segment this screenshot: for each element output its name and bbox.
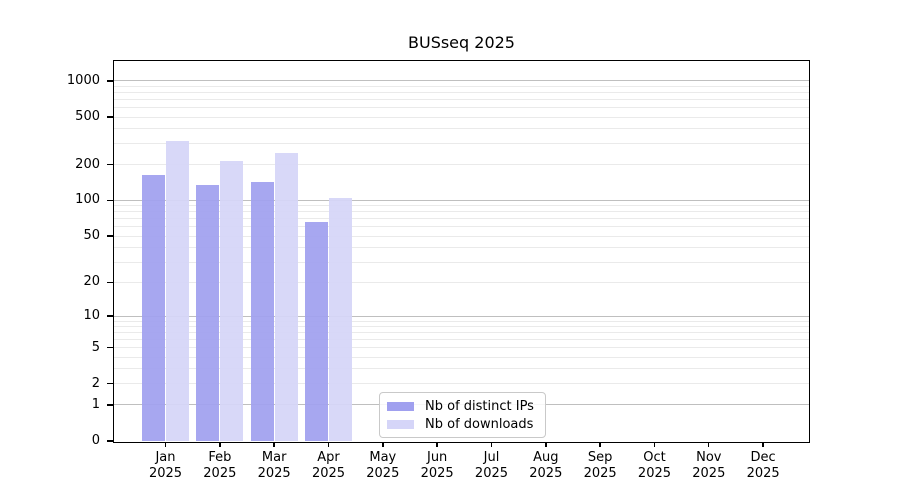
- y-axis-tick-label: 0: [91, 433, 100, 448]
- gridline-minor: [114, 226, 809, 228]
- gridline-minor: [114, 261, 809, 263]
- y-axis-tick: [107, 116, 113, 118]
- bar-downloads-jan: [166, 140, 189, 441]
- x-axis-tick: [436, 441, 438, 447]
- gridline-minor: [114, 320, 809, 322]
- bar-downloads-feb: [220, 160, 244, 441]
- gridline-minor: [114, 128, 809, 130]
- y-axis-tick-label: 5: [91, 339, 100, 355]
- gridline-minor: [114, 325, 809, 327]
- gridline-minor: [114, 116, 809, 118]
- y-axis-tick-label: 20: [83, 274, 100, 290]
- plot-area: 0 1 2 5 10 20 50 100 200 500 1000 Jan 2025 Feb 2025 M…: [67, 60, 810, 481]
- y-axis-tick: [107, 315, 113, 317]
- gridline-minor: [114, 107, 809, 109]
- x-axis-label-apr: Apr 2025: [311, 450, 346, 481]
- gridline-major: [114, 315, 809, 317]
- legend-item-downloads: Nb of downloads: [387, 415, 537, 433]
- x-axis-label-aug: Aug 2025: [529, 450, 563, 481]
- gridline-minor: [114, 92, 809, 94]
- gridline-minor: [114, 99, 809, 100]
- x-axis-label-jul: Jul 2025: [474, 450, 509, 481]
- y-axis-tick: [107, 281, 113, 284]
- gridline-minor: [114, 368, 809, 370]
- x-axis-tick: [382, 441, 384, 447]
- gridline-major: [114, 199, 809, 201]
- y-axis-tick: [107, 383, 113, 385]
- bar-downloads-apr: [328, 197, 352, 441]
- y-axis-tick-label: 200: [75, 156, 100, 172]
- y-axis-tick-label: 10: [83, 308, 100, 324]
- x-axis-label-feb: Feb 2025: [203, 450, 237, 481]
- y-axis-tick-label: 1: [91, 396, 100, 412]
- gridline-minor: [114, 164, 809, 166]
- gridline-major: [114, 80, 809, 82]
- legend-label-distinct-ips: Nb of distinct IPs: [425, 398, 534, 414]
- y-axis-tick: [107, 235, 113, 237]
- y-axis-tick: [107, 346, 113, 349]
- y-axis-tick-label: 50: [83, 228, 100, 244]
- y-axis-tick-label: 1000: [66, 72, 100, 88]
- gridline-minor: [114, 383, 809, 385]
- x-axis-tick: [219, 441, 221, 447]
- x-axis-tick: [164, 441, 167, 447]
- legend-swatch-distinct-ips: [387, 401, 414, 411]
- x-axis-tick: [273, 441, 275, 447]
- bar-downloads-mar: [274, 153, 298, 441]
- bar-distinct-ips-apr: [304, 221, 328, 441]
- gridline-minor: [114, 143, 809, 145]
- x-axis-label-mar: Mar 2025: [257, 450, 291, 481]
- gridline-minor: [114, 356, 809, 358]
- bar-distinct-ips-feb: [196, 184, 220, 441]
- plot-inner: 0 1 2 5 10 20 50 100 200 500 1000 Jan 2025 Feb 2025 M…: [67, 61, 809, 481]
- x-axis-tick: [490, 441, 493, 447]
- y-axis-tick: [107, 404, 113, 406]
- x-axis-tick: [599, 441, 601, 447]
- y-axis-tick: [107, 163, 113, 166]
- bar-distinct-ips-mar: [250, 181, 274, 441]
- x-axis-label-may: May 2025: [366, 450, 400, 481]
- gridline-minor: [114, 332, 809, 334]
- x-axis-tick: [762, 441, 764, 447]
- legend-swatch-downloads: [387, 419, 414, 429]
- gridline-minor: [114, 347, 809, 349]
- x-axis-tick: [327, 441, 330, 447]
- x-axis-label-dec: Dec 2025: [746, 450, 780, 481]
- gridline-minor: [114, 246, 809, 248]
- gridline-minor: [114, 85, 809, 87]
- gridline-minor: [114, 339, 809, 341]
- y-axis-tick: [107, 440, 113, 442]
- legend: Nb of distinct IPs Nb of downloads: [379, 392, 546, 438]
- y-axis-tick: [107, 199, 113, 202]
- legend-item-distinct-ips: Nb of distinct IPs: [387, 397, 537, 415]
- x-axis-tick: [653, 441, 656, 447]
- x-axis-tick: [545, 441, 547, 447]
- x-axis-label-jan: Jan 2025: [148, 450, 183, 481]
- x-axis-tick: [708, 441, 710, 447]
- gridline-minor: [114, 235, 809, 237]
- gridline-minor: [114, 218, 809, 220]
- gridline-minor: [114, 211, 809, 213]
- x-axis-label-oct: Oct 2025: [637, 450, 672, 481]
- legend-label-downloads: Nb of downloads: [425, 416, 534, 432]
- gridline-minor: [114, 281, 809, 283]
- y-axis-tick: [107, 80, 113, 82]
- x-axis-label-sep: Sep 2025: [583, 450, 617, 481]
- bar-distinct-ips-jan: [142, 174, 165, 441]
- gridline-minor: [114, 205, 809, 207]
- y-axis-tick-label: 100: [75, 192, 100, 208]
- y-axis-tick-label: 2: [91, 375, 100, 391]
- y-axis-tick-label: 500: [75, 109, 100, 125]
- x-axis-label-nov: Nov 2025: [692, 450, 726, 481]
- x-axis-label-jun: Jun 2025: [420, 450, 454, 481]
- chart-title: BUSseq 2025: [408, 33, 515, 52]
